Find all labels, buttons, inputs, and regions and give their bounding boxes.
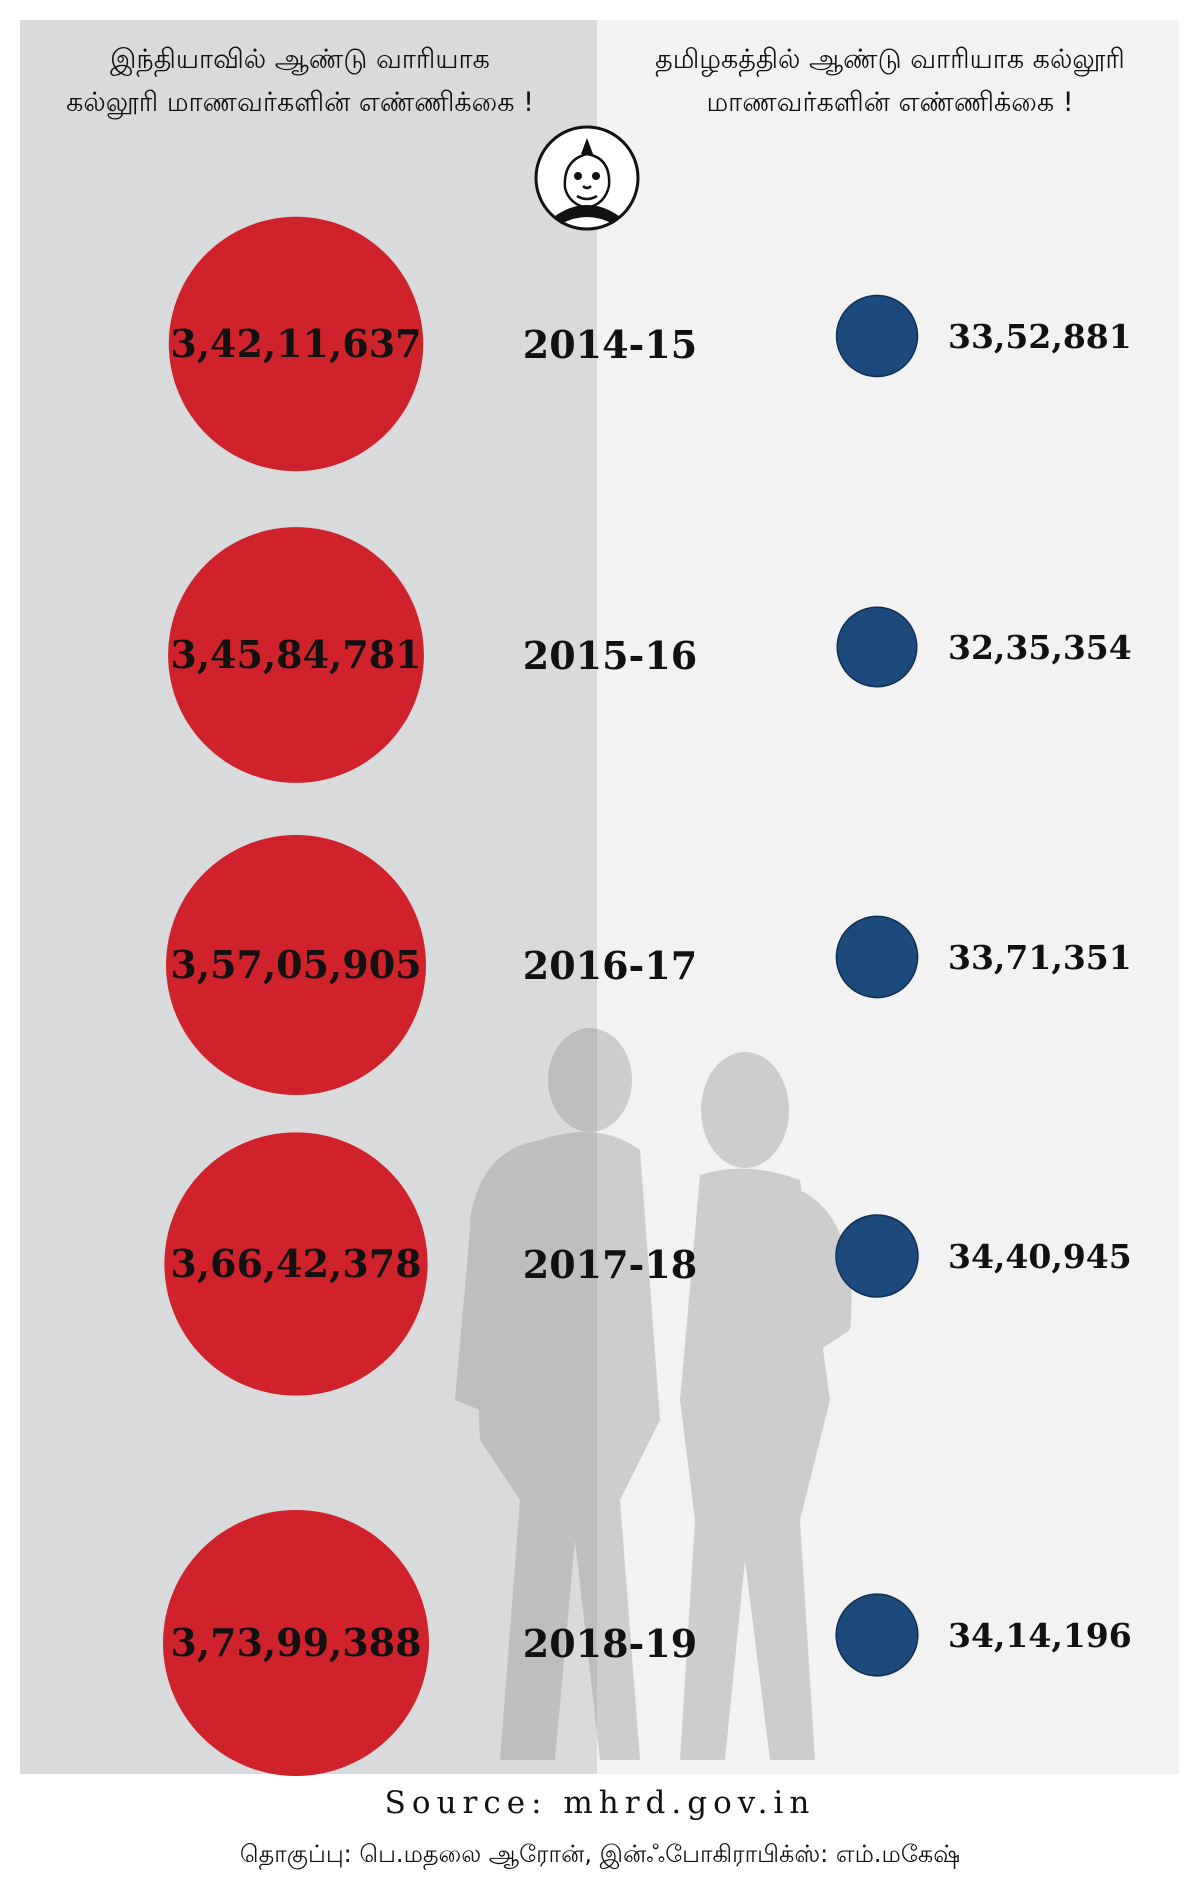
- india-value-label: 3,42,11,637: [170, 321, 421, 366]
- tamilnadu-bubble: [835, 1593, 919, 1677]
- tamilnadu-bubble: [835, 1214, 919, 1298]
- tamilnadu-bubble: [835, 915, 919, 999]
- year-label: 2018-19: [523, 1621, 697, 1666]
- india-value-label: 3,73,99,388: [170, 1620, 421, 1665]
- year-label: 2016-17: [523, 943, 697, 988]
- india-value-label: 3,45,84,781: [170, 632, 421, 677]
- india-bubble: [168, 527, 424, 783]
- source-note: Source: mhrd.gov.in: [384, 1785, 816, 1821]
- year-label: 2015-16: [523, 633, 697, 678]
- tamilnadu-bubble: [835, 294, 919, 378]
- india-bubble: [166, 835, 426, 1095]
- tamilnadu-value-label: 33,71,351: [948, 938, 1132, 977]
- india-bubble: [163, 1510, 429, 1776]
- india-heading: இந்தியாவில் ஆண்டு வாரியாக கல்லூரி மாணவர்…: [66, 44, 534, 118]
- india-value-label: 3,57,05,905: [170, 942, 421, 987]
- tamilnadu-bubble: [836, 606, 918, 688]
- credits-note: தொகுப்பு: பெ.மதலை ஆரோன், இன்ஃபோகிராபிக்ஸ…: [239, 1840, 961, 1868]
- india-value-label: 3,66,42,378: [170, 1241, 421, 1286]
- tamilnadu-heading: தமிழகத்தில் ஆண்டு வாரியாக கல்லூரி மாணவர்…: [655, 44, 1125, 118]
- india-bubble: [164, 1132, 428, 1396]
- tamilnadu-value-label: 32,35,354: [948, 628, 1132, 667]
- india-bubble: [168, 216, 424, 472]
- tamilnadu-value-label: 33,52,881: [948, 317, 1132, 356]
- tamilnadu-value-label: 34,40,945: [948, 1237, 1132, 1276]
- mascot-logo-icon: [534, 125, 640, 231]
- year-label: 2017-18: [523, 1242, 697, 1287]
- tamilnadu-value-label: 34,14,196: [948, 1616, 1132, 1655]
- year-label: 2014-15: [523, 322, 697, 367]
